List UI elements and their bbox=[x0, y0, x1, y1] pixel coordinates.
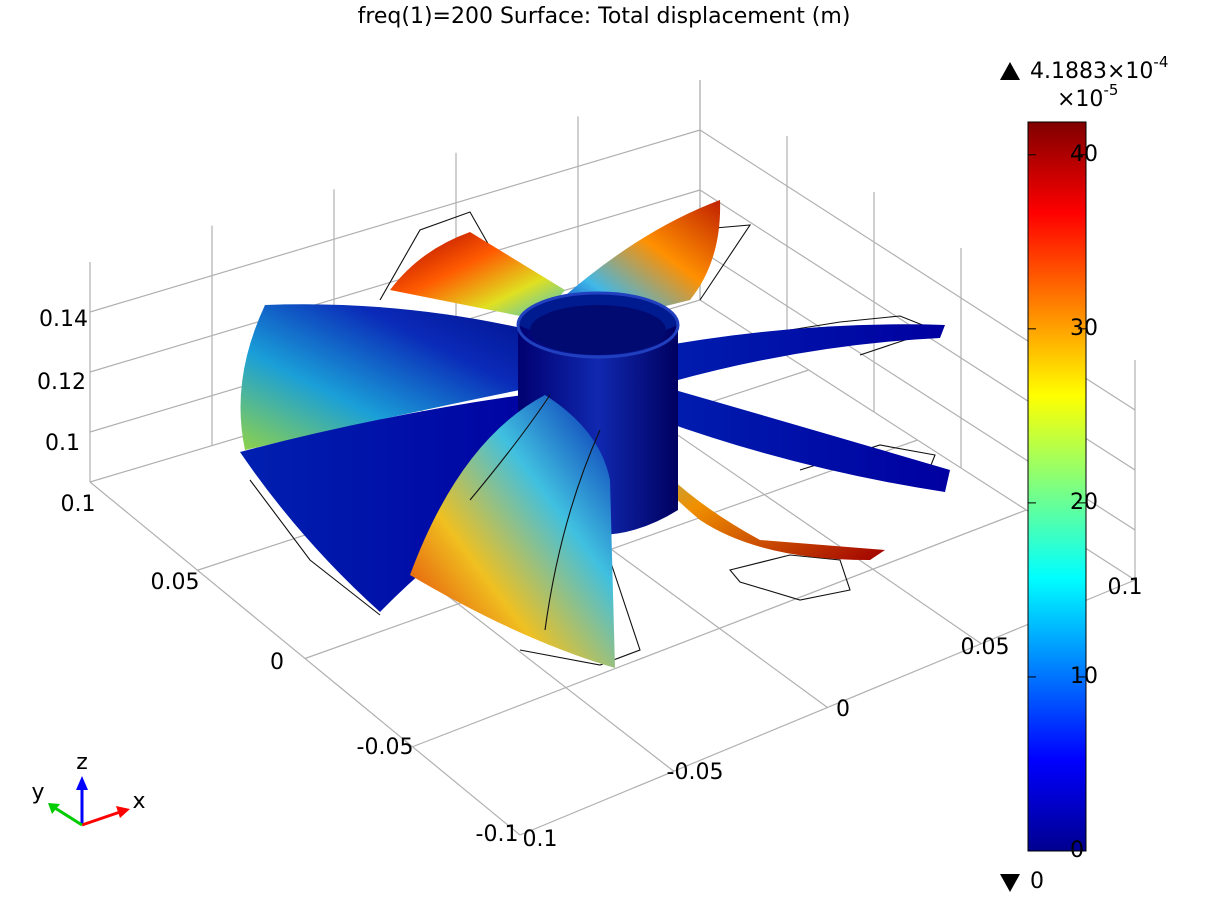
x-tick-label: 0.1 bbox=[1108, 575, 1143, 600]
z-tick-label: 0.1 bbox=[45, 431, 80, 456]
colorbar-scale-label: ×10 bbox=[1057, 87, 1103, 112]
fan-geometry bbox=[240, 200, 950, 668]
colorbar-max: 4.1883×10-4 bbox=[1030, 53, 1168, 85]
colorbar-max-label: 4.1883×10 bbox=[1030, 59, 1153, 84]
colorbar-scale-text: ×10-5 bbox=[1057, 81, 1118, 113]
z-tick-label: 0.14 bbox=[39, 307, 88, 332]
colorbar-tick-label: 10 bbox=[1070, 664, 1098, 689]
colorbar-tick-label: 40 bbox=[1070, 142, 1098, 167]
colorbar-tick-label: 0 bbox=[1070, 838, 1084, 863]
wall-grid-line bbox=[89, 189, 701, 373]
colorbar-scale-exponent: -5 bbox=[1103, 81, 1118, 99]
y-tick-label: -0.05 bbox=[357, 735, 414, 760]
colorbar-max-exponent: -4 bbox=[1153, 53, 1168, 71]
y-tick-label: -0.1 bbox=[476, 822, 519, 847]
y-tick-label: 0 bbox=[270, 650, 284, 675]
wall-grid-line bbox=[89, 129, 701, 313]
max-marker bbox=[1000, 62, 1020, 80]
axis-triad: z y x bbox=[31, 750, 146, 827]
x-tick-label: 0.1 bbox=[523, 827, 558, 852]
z-tick-label: 0.12 bbox=[37, 370, 86, 395]
min-marker bbox=[1000, 874, 1020, 892]
colorbar-tick-label: 30 bbox=[1070, 316, 1098, 341]
colorbar: 4.1883×10-4 ×10-5 0 0 10 20 30 40 bbox=[1000, 53, 1168, 894]
colorbar-min: 0 bbox=[1030, 869, 1044, 894]
y-tick-label: 0.05 bbox=[151, 570, 200, 595]
triad-x: x bbox=[132, 789, 145, 814]
y-tick-label: 0.1 bbox=[61, 492, 96, 517]
x-tick-label: -0.05 bbox=[667, 760, 724, 785]
colorbar-tick-label: 20 bbox=[1070, 490, 1098, 515]
triad-y: y bbox=[31, 780, 44, 805]
plot-title: freq(1)=200 Surface: Total displacement … bbox=[358, 4, 851, 29]
x-tick-label: 0 bbox=[836, 697, 850, 722]
x-tick-label: 0.05 bbox=[961, 635, 1010, 660]
colorbar-scale bbox=[1027, 121, 1087, 852]
triad-z: z bbox=[76, 750, 88, 775]
